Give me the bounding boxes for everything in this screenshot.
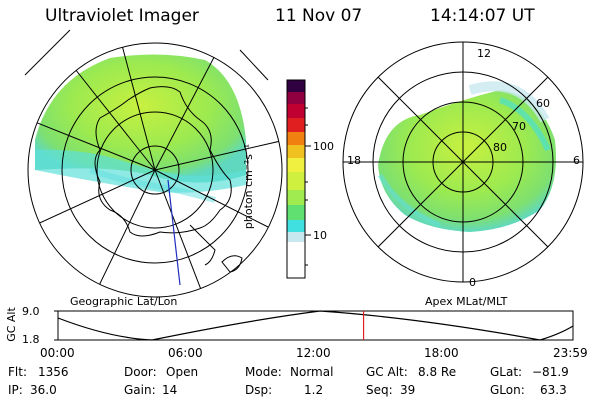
- mlat-label-70: 70: [512, 120, 526, 133]
- gain-value: 14: [162, 383, 178, 397]
- mlt-label-12: 12: [477, 47, 491, 60]
- glat-label: GLat:: [490, 365, 523, 379]
- altitude-ylabel: GC Alt: [4, 307, 18, 342]
- altitude-ytick-bottom: 1.8: [22, 333, 40, 346]
- geographic-caption: Geographic Lat/Lon: [70, 295, 178, 308]
- colorbar-tick-100: 100: [313, 140, 334, 153]
- gain-label: Gain:: [124, 383, 156, 397]
- altitude-xtick-0: 00:00: [40, 346, 75, 360]
- magnetic-map: [342, 41, 584, 283]
- colorbar-label: photon cm⁻²s⁻¹: [242, 143, 256, 230]
- mode-label: Mode:: [245, 365, 282, 379]
- mlt-label-18: 18: [347, 154, 361, 167]
- mode-value: Normal: [290, 365, 334, 379]
- glat-value: −81.9: [532, 365, 569, 379]
- magnetic-caption: Apex MLat/MLT: [425, 295, 508, 308]
- colorbar-tick-10: 10: [313, 229, 327, 242]
- mlat-label-60: 60: [536, 97, 550, 110]
- glon-label: GLon:: [490, 383, 525, 397]
- mlt-label-6: 6: [573, 154, 580, 167]
- seq-value: 39: [400, 383, 416, 397]
- gcalt-label: GC Alt:: [366, 365, 408, 379]
- mlt-label-0: 0: [469, 276, 476, 289]
- date-label: 11 Nov 07: [275, 6, 363, 26]
- ip-label: IP:: [8, 383, 23, 397]
- glon-value: 63.3: [540, 383, 567, 397]
- altitude-ytick-top: 9.0: [22, 305, 40, 318]
- mlat-label-80: 80: [493, 141, 507, 154]
- door-label: Door:: [124, 365, 157, 379]
- altitude-xtick-3: 18:00: [424, 346, 459, 360]
- dsp-value: 1.2: [304, 383, 324, 397]
- altitude-plot: [54, 310, 574, 341]
- ip-value: 36.0: [30, 383, 57, 397]
- altitude-xtick-1: 06:00: [168, 346, 203, 360]
- colorbar-gradient: [286, 79, 311, 279]
- instrument-title: Ultraviolet Imager: [45, 6, 199, 26]
- altitude-xtick-2: 12:00: [296, 346, 331, 360]
- flt-value: 1356: [38, 365, 69, 379]
- time-label: 14:14:07 UT: [430, 6, 535, 26]
- door-value: Open: [166, 365, 199, 379]
- dsp-label: Dsp:: [245, 383, 273, 397]
- seq-label: Seq:: [366, 383, 393, 397]
- altitude-xtick-4: 23:59: [553, 346, 588, 360]
- flt-label: Flt:: [8, 365, 27, 379]
- gcalt-value: 8.8 Re: [418, 365, 457, 379]
